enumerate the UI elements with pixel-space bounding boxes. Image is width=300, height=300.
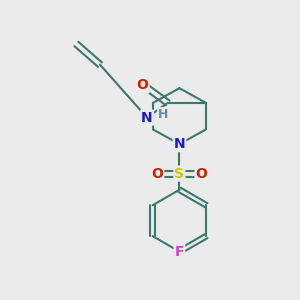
Text: H: H: [158, 108, 168, 121]
Text: O: O: [137, 78, 148, 92]
Text: N: N: [174, 137, 185, 151]
Text: O: O: [152, 167, 163, 181]
Text: F: F: [175, 244, 184, 259]
Text: S: S: [174, 167, 184, 181]
Text: O: O: [196, 167, 208, 181]
Text: N: N: [141, 111, 153, 124]
